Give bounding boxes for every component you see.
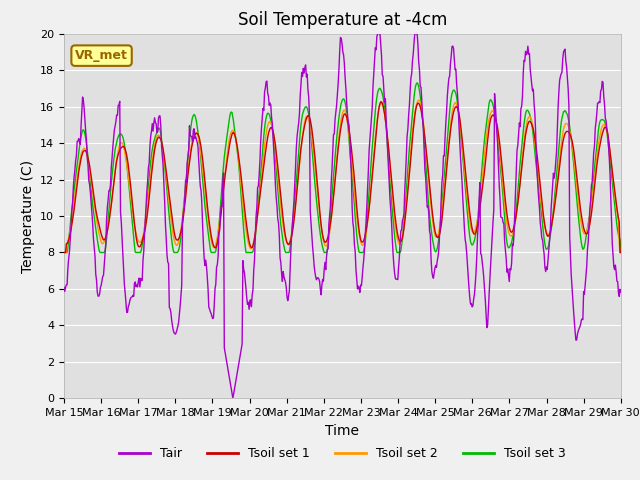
Title: Soil Temperature at -4cm: Soil Temperature at -4cm [237, 11, 447, 29]
Tsoil set 2 [214, 234, 221, 240]
Tsoil set 1 [214, 240, 221, 246]
X-axis label: Time: Time [325, 424, 360, 438]
Tsoil set 3 [184, 156, 192, 162]
Tsoil set 3 [410, 94, 418, 100]
Line: Tair: Tair [64, 34, 621, 398]
Tair [374, 31, 381, 36]
Tsoil set 3 [413, 80, 421, 86]
Tsoil set 3 [617, 250, 625, 255]
Tair [229, 395, 237, 401]
Line: Tsoil set 3: Tsoil set 3 [64, 83, 621, 252]
Tsoil set 3 [70, 188, 78, 193]
Text: VR_met: VR_met [75, 49, 128, 62]
Tair [127, 294, 135, 300]
Tsoil set 1 [60, 250, 68, 255]
Tsoil set 1 [428, 198, 435, 204]
Tair [60, 285, 68, 290]
Tair [184, 154, 192, 159]
Tsoil set 3 [214, 238, 221, 243]
Tsoil set 2 [617, 250, 625, 255]
Tsoil set 1 [377, 99, 385, 105]
Tsoil set 2 [184, 168, 192, 173]
Legend: Tair, Tsoil set 1, Tsoil set 2, Tsoil set 3: Tair, Tsoil set 1, Tsoil set 2, Tsoil se… [114, 442, 571, 465]
Tsoil set 1 [411, 113, 419, 119]
Tsoil set 1 [70, 207, 78, 213]
Tsoil set 2 [410, 116, 418, 121]
Line: Tsoil set 2: Tsoil set 2 [64, 100, 621, 252]
Tair [428, 269, 436, 275]
Tsoil set 2 [70, 199, 78, 205]
Tsoil set 1 [617, 250, 625, 255]
Tsoil set 2 [428, 204, 435, 210]
Tair [214, 262, 221, 267]
Line: Tsoil set 1: Tsoil set 1 [64, 102, 621, 252]
Tsoil set 3 [127, 211, 135, 216]
Tsoil set 3 [60, 250, 68, 255]
Tsoil set 1 [127, 190, 135, 195]
Tsoil set 2 [127, 199, 135, 205]
Tsoil set 2 [415, 97, 422, 103]
Tair [617, 289, 625, 295]
Tair [412, 31, 419, 36]
Tsoil set 2 [60, 250, 68, 255]
Y-axis label: Temperature (C): Temperature (C) [20, 159, 35, 273]
Tair [70, 175, 78, 180]
Tsoil set 1 [184, 172, 192, 178]
Tsoil set 3 [428, 226, 435, 232]
